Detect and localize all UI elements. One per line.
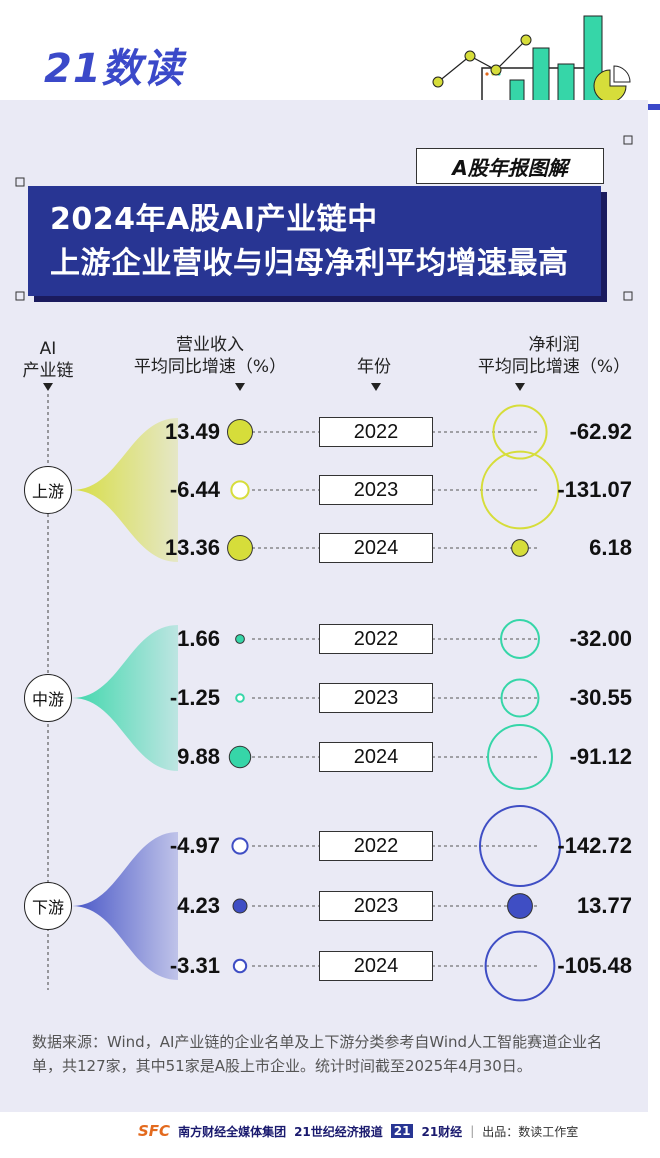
caijing-badge: 21 bbox=[390, 1124, 414, 1138]
header-chain: AI 产业链 bbox=[22, 339, 74, 381]
revenue-circle-1-1 bbox=[235, 693, 245, 703]
profit-value-1-0: -32.00 bbox=[569, 626, 632, 651]
title-line-1: 2024年A股AI产业链中 bbox=[50, 202, 378, 237]
footer-credits: SFC 南方财经全媒体集团 21世纪经济报道 21 21财经 | 出品：数读工作… bbox=[138, 1122, 578, 1140]
revenue-value-2-0: -4.97 bbox=[169, 833, 220, 858]
revenue-arrow bbox=[235, 383, 245, 391]
segment-label-1: 中游 bbox=[24, 674, 72, 722]
revenue-circle-0-0 bbox=[227, 419, 253, 445]
title-line-2: 上游企业营收与归母净利平均增速最高 bbox=[50, 246, 569, 281]
corner-mark-bl bbox=[15, 291, 25, 301]
revenue-circle-2-2 bbox=[232, 958, 248, 974]
revenue-circle-1-0 bbox=[235, 634, 245, 644]
caijing-name: 21财经 bbox=[421, 1124, 463, 1139]
revenue-circle-0-2 bbox=[227, 535, 253, 561]
profit-value-1-2: -91.12 bbox=[569, 744, 632, 769]
profit-circle-0-2 bbox=[511, 539, 529, 557]
data-source-note: 数据来源：Wind，AI产业链的企业名单及上下游分类参考自Wind人工智能赛道企… bbox=[32, 1033, 603, 1075]
profit-value-2-1: 13.77 bbox=[576, 893, 632, 918]
year-1-0: 2022 bbox=[319, 624, 433, 654]
year-2-1: 2023 bbox=[319, 891, 433, 921]
revenue-value-0-2: 13.36 bbox=[164, 535, 220, 560]
corner-mark-br bbox=[623, 291, 633, 301]
year-arrow bbox=[371, 383, 381, 391]
profit-circle-1-0 bbox=[500, 619, 540, 659]
revenue-value-0-0: 13.49 bbox=[164, 419, 220, 444]
header-year: 年份 bbox=[357, 357, 391, 377]
year-0-2: 2024 bbox=[319, 533, 433, 563]
producer: 出品：数读工作室 bbox=[482, 1124, 579, 1139]
year-0-1: 2023 bbox=[319, 475, 433, 505]
year-2-2: 2024 bbox=[319, 951, 433, 981]
fan-0 bbox=[72, 418, 178, 562]
title-box: 2024年A股AI产业链中 上游企业营收与归母净利平均增速最高 bbox=[28, 186, 601, 296]
revenue-circle-2-0 bbox=[231, 837, 249, 855]
year-0-0: 2022 bbox=[319, 417, 433, 447]
revenue-value-1-0: 1.66 bbox=[177, 626, 220, 651]
profit-circle-2-2 bbox=[484, 930, 556, 1002]
footer-divider: | bbox=[470, 1124, 475, 1138]
profit-arrow bbox=[515, 383, 525, 391]
revenue-value-1-1: -1.25 bbox=[169, 685, 220, 710]
herald-name: 21世纪经济报道 bbox=[294, 1124, 383, 1139]
profit-circle-2-1 bbox=[507, 893, 533, 919]
revenue-circle-0-1 bbox=[230, 480, 250, 500]
profit-value-1-1: -30.55 bbox=[569, 685, 632, 710]
corner-mark-tl bbox=[15, 177, 25, 187]
header-revenue: 营业收入 平均同比增速（%） bbox=[133, 335, 287, 377]
header-profit: 净利润 平均同比增速（%） bbox=[477, 335, 631, 377]
profit-circle-1-2 bbox=[487, 724, 553, 790]
revenue-value-2-1: 4.23 bbox=[177, 893, 220, 918]
sfc-logo: SFC bbox=[138, 1122, 171, 1140]
profit-circle-0-0 bbox=[492, 404, 548, 460]
year-1-2: 2024 bbox=[319, 742, 433, 772]
chain-arrow bbox=[43, 383, 53, 391]
profit-value-2-0: -142.72 bbox=[557, 833, 632, 858]
revenue-circle-2-1 bbox=[232, 898, 248, 914]
profit-circle-1-1 bbox=[500, 678, 540, 718]
brand-logo: 21数读 bbox=[44, 46, 184, 92]
profit-value-0-0: -62.92 bbox=[569, 419, 632, 444]
revenue-value-1-2: 9.88 bbox=[177, 744, 220, 769]
segment-label-2: 下游 bbox=[24, 882, 72, 930]
footer bbox=[0, 1112, 660, 1158]
fan-1 bbox=[72, 625, 178, 771]
profit-circle-0-1 bbox=[480, 450, 560, 530]
year-2-0: 2022 bbox=[319, 831, 433, 861]
corner-mark-tr bbox=[623, 135, 633, 145]
segment-label-0: 上游 bbox=[24, 466, 72, 514]
group-name: 南方财经全媒体集团 bbox=[178, 1124, 287, 1139]
profit-circle-2-0 bbox=[479, 805, 561, 887]
profit-value-0-1: -131.07 bbox=[557, 477, 632, 502]
revenue-value-2-2: -3.31 bbox=[169, 953, 220, 978]
revenue-value-0-1: -6.44 bbox=[169, 477, 220, 502]
report-tag: A股年报图解 bbox=[416, 148, 604, 184]
profit-value-0-2: 6.18 bbox=[589, 535, 632, 560]
year-1-1: 2023 bbox=[319, 683, 433, 713]
profit-value-2-2: -105.48 bbox=[557, 953, 632, 978]
fan-2 bbox=[72, 832, 178, 980]
revenue-circle-1-2 bbox=[228, 745, 252, 769]
